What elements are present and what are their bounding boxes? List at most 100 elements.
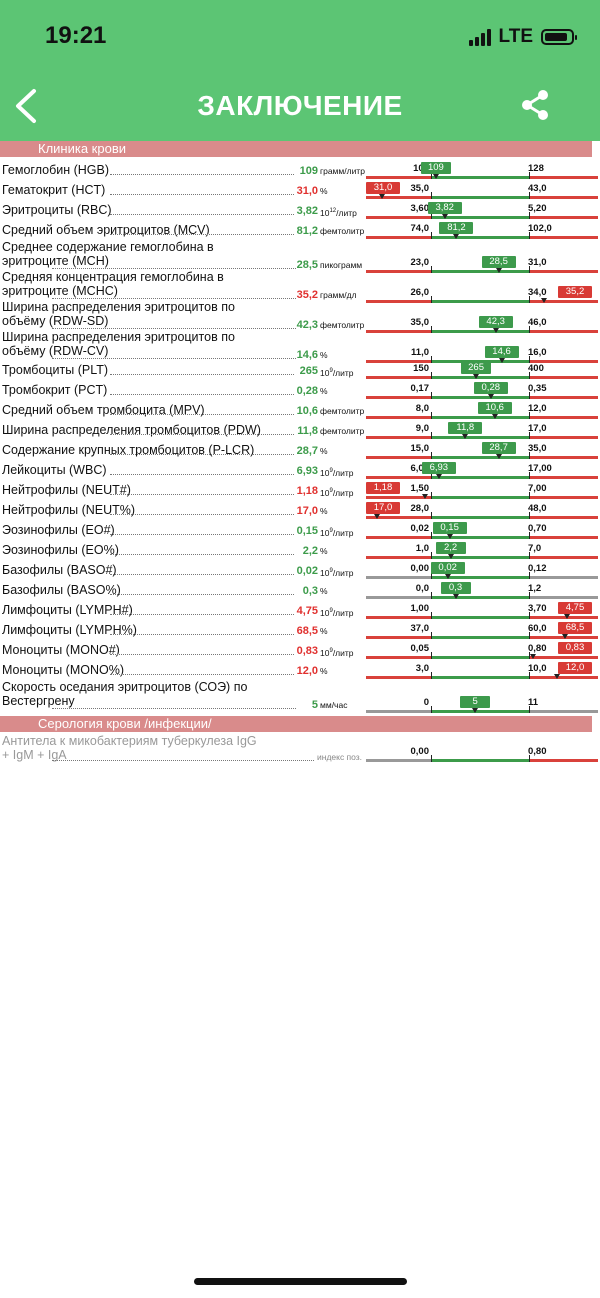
result-value: 17,0 bbox=[296, 505, 318, 517]
range-min: 3,0 bbox=[415, 663, 429, 674]
result-badge: 0,3 bbox=[440, 582, 471, 594]
result-name: Базофилы (BASO%) bbox=[2, 583, 121, 597]
range-tick bbox=[431, 432, 432, 439]
result-row[interactable]: Лейкоциты (WBC) 6,93 109/литр 6,00 17,00 6,93 bbox=[0, 459, 600, 479]
result-row[interactable]: Лимфоциты (LYMPH%) 68,5% 37,0 60,0 68,5 bbox=[0, 619, 600, 639]
result-name: Лимфоциты (LYMPH%) bbox=[2, 623, 137, 637]
range-tick bbox=[431, 372, 432, 379]
range-tick bbox=[431, 552, 432, 559]
result-badge: 0,02 bbox=[430, 562, 465, 574]
back-button[interactable] bbox=[10, 88, 46, 124]
result-unit: 109/литр bbox=[320, 607, 354, 618]
result-row[interactable]: Тромбокрит (PCT) 0,28% 0,17 0,35 0,28 bbox=[0, 379, 600, 399]
result-row[interactable]: Нейтрофилы (NEUT#) 1,18 109/литр 1,50 7,00 1,… bbox=[0, 479, 600, 499]
result-row[interactable]: Базофилы (BASO#) 0,02 109/литр 0,00 0,12 0,02 bbox=[0, 559, 600, 579]
range-max: 1,2 bbox=[528, 583, 542, 594]
home-indicator[interactable] bbox=[194, 1278, 407, 1285]
range-tick bbox=[431, 452, 432, 459]
range-tick bbox=[431, 706, 432, 713]
result-row[interactable]: Моноциты (MONO%) 12,0% 3,0 10,0 12,0 bbox=[0, 659, 600, 679]
section-header-blood-clinic: Клиника крови bbox=[0, 141, 592, 157]
range-max: 7,00 bbox=[528, 483, 547, 494]
result-row[interactable]: Средняя концентрация гемоглобина в эритр… bbox=[0, 269, 600, 303]
result-row[interactable]: Средний объем эритроцитов (MCV) 81,2 фемто… bbox=[0, 219, 600, 239]
leader-dots bbox=[52, 358, 296, 359]
result-row[interactable]: Базофилы (BASO%) 0,3% 0,0 1,2 0,3 bbox=[0, 579, 600, 599]
leader-dots bbox=[110, 674, 294, 675]
leader-dots bbox=[110, 494, 294, 495]
range-max: 17,00 bbox=[528, 463, 552, 474]
range-tick bbox=[529, 356, 530, 363]
result-value: 0,02 bbox=[296, 565, 318, 577]
range-min: 0,00 bbox=[410, 746, 430, 757]
range-tick bbox=[431, 296, 432, 303]
result-row[interactable]: Гематокрит (HCT) 31,0% 35,0 43,0 31,0 bbox=[0, 179, 600, 199]
reference-bar bbox=[366, 212, 598, 219]
result-row[interactable]: Содержание крупных тромбоцитов (P-LCR) 28… bbox=[0, 439, 600, 459]
serology-row[interactable]: Антитела к микобактериям туберкулеза IgG… bbox=[0, 733, 600, 763]
result-badge: 68,5 bbox=[558, 622, 592, 634]
result-row[interactable]: Ширина распределения эритроцитов по объё… bbox=[0, 329, 600, 363]
result-value: 6,93 bbox=[296, 465, 318, 477]
result-unit: фемтолитр bbox=[320, 226, 365, 236]
result-name: Гемоглобин (HGB) bbox=[2, 163, 110, 177]
value-marker bbox=[562, 634, 569, 639]
range-tick bbox=[431, 592, 432, 599]
network-label: LTE bbox=[498, 26, 533, 47]
result-row[interactable]: Эозинофилы (EO#) 0,15 109/литр 0,02 0,70 0,15 bbox=[0, 519, 600, 539]
range-min: 1,50 bbox=[410, 483, 430, 494]
result-unit: % bbox=[320, 186, 328, 196]
range-tick bbox=[431, 572, 432, 579]
result-badge: 11,8 bbox=[448, 422, 483, 434]
result-row[interactable]: Лимфоциты (LYMPH#) 4,75 109/литр 1,00 3,70 4,… bbox=[0, 599, 600, 619]
leader-dots bbox=[110, 514, 294, 515]
reference-bar bbox=[366, 266, 598, 273]
result-row[interactable]: Среднее содержание гемоглобина в эритроц… bbox=[0, 239, 600, 273]
result-name: Среднее содержание гемоглобина в эритроц… bbox=[2, 240, 214, 268]
result-row[interactable]: Ширина распределения эритроцитов по объё… bbox=[0, 299, 600, 333]
range-max: 48,0 bbox=[528, 503, 547, 514]
result-value: 11,8 bbox=[297, 425, 318, 437]
result-row[interactable]: Эритроциты (RBC) 3,82 1012/литр 3,60 5,20 3,8… bbox=[0, 199, 600, 219]
range-min: 6,00 bbox=[410, 463, 430, 474]
result-value: 68,5 bbox=[296, 625, 318, 637]
range-max: 60,0 bbox=[528, 623, 547, 634]
range-min: 0,17 bbox=[410, 383, 430, 394]
reference-bar bbox=[366, 232, 598, 239]
result-row[interactable]: Скорость оседания эритроцитов (СОЭ) по В… bbox=[0, 679, 600, 713]
range-max: 34,0 bbox=[528, 287, 547, 298]
reference-bar bbox=[366, 572, 598, 579]
share-button[interactable] bbox=[520, 89, 550, 121]
range-max: 31,0 bbox=[528, 257, 547, 268]
result-unit: грамм/литр bbox=[320, 166, 365, 176]
result-row[interactable]: Средний объем тромбоцита (MPV) 10,6 фемтол… bbox=[0, 399, 600, 419]
result-row[interactable]: Нейтрофилы (NEUT%) 17,0% 28,0 48,0 17,0 bbox=[0, 499, 600, 519]
result-unit: фемтолитр bbox=[320, 426, 365, 436]
result-badge: 3,82 bbox=[427, 202, 462, 214]
leader-dots bbox=[52, 268, 296, 269]
range-max: 0,70 bbox=[528, 523, 547, 534]
range-min: 26,0 bbox=[410, 287, 430, 298]
range-tick bbox=[431, 212, 432, 219]
result-row[interactable]: Ширина распределения тромбоцитов (PDW) 11… bbox=[0, 419, 600, 439]
range-min: 8,0 bbox=[415, 403, 429, 414]
result-name: Скорость оседания эритроцитов (СОЭ) по В… bbox=[2, 680, 248, 708]
result-name: Средний объем эритроцитов (MCV) bbox=[2, 223, 210, 237]
range-min: 11,0 bbox=[411, 347, 429, 358]
result-row[interactable]: Моноциты (MONO#) 0,83 109/литр 0,05 0,80 0,83 bbox=[0, 639, 600, 659]
value-marker bbox=[379, 194, 385, 199]
result-value: 4,75 bbox=[296, 605, 318, 617]
range-tick bbox=[529, 372, 530, 379]
result-row[interactable]: Тромбоциты (PLT) 265 109/литр 150 400 265 bbox=[0, 359, 600, 379]
range-tick bbox=[529, 592, 530, 599]
result-badge: 28,7 bbox=[481, 442, 516, 454]
result-value: 0,15 bbox=[296, 525, 318, 537]
result-badge: 0,15 bbox=[432, 522, 467, 534]
result-row[interactable]: Эозинофилы (EO%) 2,2% 1,0 7,0 2,2 bbox=[0, 539, 600, 559]
status-indicators: LTE bbox=[468, 26, 577, 48]
result-name: Средний объем тромбоцита (MPV) bbox=[2, 403, 205, 417]
value-marker bbox=[487, 394, 494, 399]
range-min: 3,60 bbox=[410, 203, 430, 214]
value-marker bbox=[495, 268, 502, 273]
